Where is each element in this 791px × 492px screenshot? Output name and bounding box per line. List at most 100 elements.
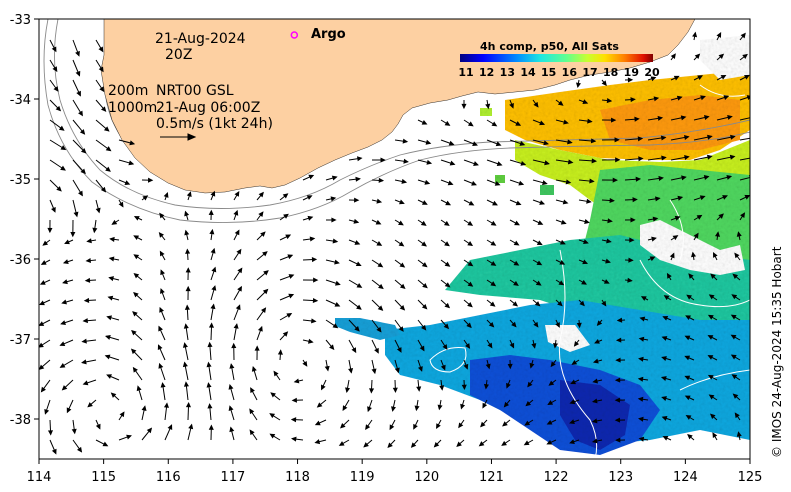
current-arrow-head: [674, 215, 681, 221]
current-arrow-head: [42, 240, 49, 246]
current-arrow-head: [147, 177, 154, 183]
current-arrow-head: [332, 323, 339, 329]
current-arrow-head: [448, 140, 455, 146]
current-arrow-head: [501, 440, 507, 446]
current-arrow-head: [697, 75, 704, 80]
x-tick-label: 125: [738, 470, 763, 485]
sst-orange-patch: [600, 95, 740, 150]
x-tick-label: 124: [673, 470, 698, 485]
current-arrow-head: [627, 77, 634, 83]
sst-fragment: [540, 185, 554, 195]
current-arrow-head: [729, 154, 736, 160]
current-arrow-head: [99, 86, 105, 93]
current-arrow-head: [490, 281, 497, 287]
current-arrow-head: [583, 239, 589, 245]
current-arrow-head: [118, 201, 124, 208]
current-arrow-head: [209, 228, 215, 235]
current-arrow-head: [307, 215, 314, 221]
current-arrow-head: [62, 259, 69, 265]
current-arrow-head: [40, 260, 47, 265]
current-arrow-head: [684, 395, 691, 401]
current-arrow-head: [421, 303, 428, 310]
current-arrow-head: [731, 374, 738, 380]
current-arrow-head: [491, 121, 498, 127]
current-arrow-head: [236, 248, 242, 255]
current-arrow-head: [184, 304, 190, 310]
current-arrow-head: [490, 260, 497, 266]
current-arrow-head: [579, 300, 585, 307]
current-arrow-head: [316, 402, 323, 408]
sst-darkblue-core: [560, 380, 630, 450]
current-arrow-head: [399, 199, 405, 205]
current-arrow-head: [686, 294, 692, 300]
current-arrow-head: [59, 341, 66, 347]
current-arrow-head: [129, 140, 136, 146]
current-arrow-head: [313, 277, 319, 283]
current-arrow-head: [652, 216, 659, 222]
current-arrow-head: [107, 295, 114, 301]
current-arrow-head: [185, 267, 191, 273]
current-arrow-head: [514, 220, 520, 226]
current-arrow-head: [376, 241, 383, 246]
current-arrow-head: [603, 279, 610, 284]
current-arrow-head: [732, 273, 739, 279]
current-arrow-head: [651, 236, 657, 242]
current-arrow-head: [39, 321, 45, 326]
current-arrow-head: [634, 116, 640, 122]
current-arrow-head: [557, 100, 564, 106]
current-arrow-head: [159, 212, 165, 219]
current-arrow-head: [614, 397, 621, 403]
current-arrow-head: [754, 136, 758, 139]
current-arrow-head: [649, 256, 656, 262]
current-arrow-head: [126, 434, 132, 440]
current-arrow-head: [676, 95, 683, 101]
current-arrow-head: [672, 235, 679, 241]
current-arrow-head: [75, 50, 80, 57]
current-arrow-head: [703, 115, 710, 120]
x-tick-label: 114: [27, 470, 52, 485]
current-arrow-head: [615, 157, 621, 163]
current-arrow-head: [229, 426, 235, 433]
current-arrow-head: [513, 280, 519, 286]
current-arrow-head: [513, 260, 520, 266]
y-tick-label: -36: [10, 253, 31, 268]
current-arrow-shaft: [739, 176, 750, 181]
current-arrow-head: [684, 134, 690, 140]
colorbar-title: 4h comp, p50, All Sats: [480, 40, 619, 53]
current-arrow-head: [356, 304, 362, 310]
current-arrow-head: [467, 281, 474, 287]
current-arrow-shaft: [739, 157, 750, 161]
current-arrow-head: [401, 178, 408, 184]
current-arrow-head: [570, 379, 576, 385]
current-arrow-head: [444, 282, 451, 288]
current-arrow-head: [730, 314, 737, 320]
current-arrow-head: [133, 273, 140, 279]
current-arrow-head: [80, 148, 87, 154]
current-arrow-head: [740, 32, 746, 39]
y-tick-label: -34: [10, 93, 31, 108]
current-arrow-head: [536, 240, 543, 245]
current-arrow-head: [569, 439, 575, 445]
current-arrow-head: [503, 401, 510, 408]
current-arrow-head: [311, 257, 318, 263]
current-arrow-head: [687, 433, 693, 440]
current-arrow-head: [394, 367, 400, 374]
current-arrow-head: [708, 294, 715, 300]
current-arrow-head: [314, 439, 321, 445]
current-arrow-head: [235, 304, 241, 311]
current-arrow-head: [703, 175, 710, 180]
current-arrow-head: [398, 326, 404, 332]
current-arrow-head: [160, 269, 166, 276]
current-arrow-head: [269, 413, 276, 419]
current-arrow-head: [331, 175, 338, 181]
current-arrow-head: [263, 270, 269, 276]
current-arrow-head: [258, 211, 264, 218]
current-arrow-head: [594, 338, 600, 344]
current-arrow-head: [639, 316, 646, 322]
x-tick-label: 118: [285, 470, 310, 485]
current-arrow-head: [495, 141, 502, 147]
current-arrow-head: [732, 393, 739, 399]
current-arrow-head: [354, 240, 361, 245]
current-arrow-head: [685, 315, 691, 321]
